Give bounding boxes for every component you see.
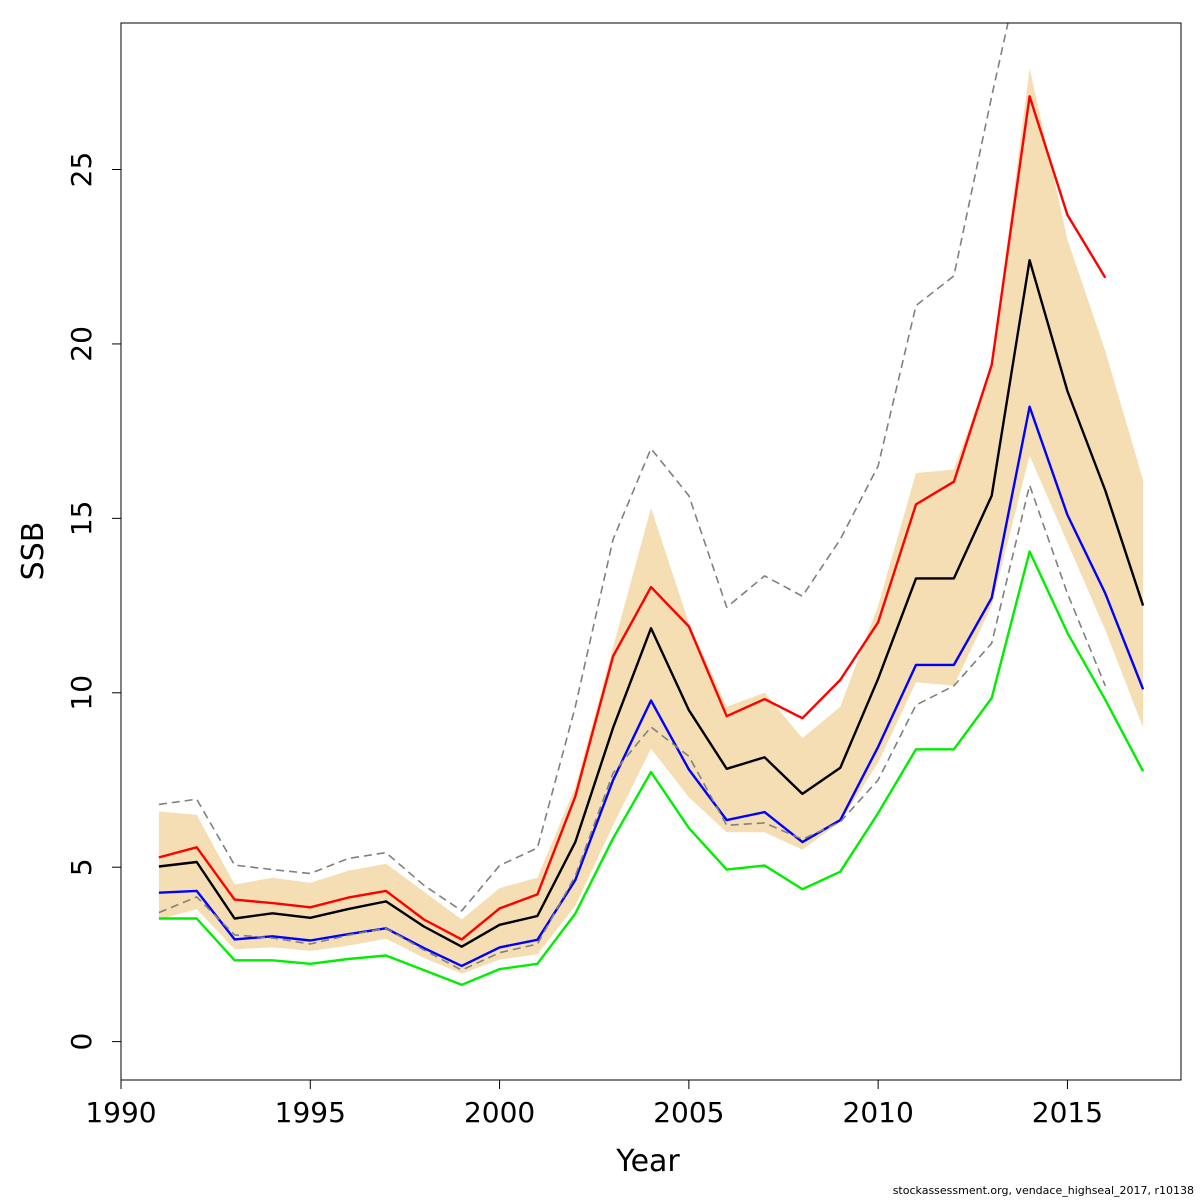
y-tick-label: 20 xyxy=(65,326,98,362)
series-line-5 xyxy=(158,23,1009,912)
y-tick-label: 15 xyxy=(65,501,98,537)
series-lines xyxy=(158,23,1145,986)
plot-area xyxy=(158,23,1145,986)
confidence-band xyxy=(158,68,1144,974)
series-line-3 xyxy=(158,405,1145,968)
y-tick-label: 10 xyxy=(65,675,98,711)
y-axis: 0 5 10 15 20 25 xyxy=(65,152,122,1051)
x-tick-label: 1990 xyxy=(85,1096,156,1129)
x-tick-label: 2010 xyxy=(843,1096,914,1129)
series-line-2 xyxy=(158,259,1145,948)
y-tick-label: 25 xyxy=(65,152,98,188)
x-axis-title: Year xyxy=(615,1144,680,1179)
series-line-4 xyxy=(158,550,1145,986)
x-tick-label: 2005 xyxy=(653,1096,724,1129)
y-tick-label: 0 xyxy=(65,1033,98,1051)
x-tick-label: 1995 xyxy=(275,1096,346,1129)
footer-credit: stockassessment.org, vendace_highseal_20… xyxy=(892,1184,1194,1197)
series-line-6 xyxy=(158,484,1107,971)
x-tick-label: 2000 xyxy=(464,1096,535,1129)
series-line-1 xyxy=(158,95,1107,941)
y-tick-label: 5 xyxy=(65,858,98,876)
y-axis-title: SSB xyxy=(16,522,51,581)
x-tick-label: 2015 xyxy=(1032,1096,1103,1129)
x-axis: 1990 1995 2000 2005 2010 2015 xyxy=(85,1079,1103,1129)
